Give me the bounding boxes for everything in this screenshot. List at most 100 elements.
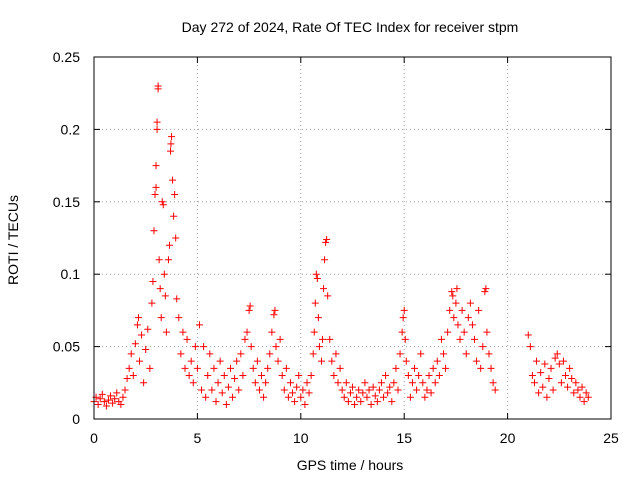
data-point [458,306,466,314]
data-point [151,191,159,199]
data-point [286,379,294,387]
data-point [260,393,268,401]
data-point [169,176,177,184]
y-axis-label: ROTI / TECUs [5,195,21,285]
data-point [187,357,195,365]
data-point [549,386,557,394]
data-point [172,234,180,242]
data-point [278,372,286,380]
data-point [324,292,332,300]
data-point [375,386,383,394]
data-point [371,392,379,400]
data-point [245,306,253,314]
data-point [183,335,191,343]
data-point [218,389,226,397]
y-tick-label: 0.25 [53,49,80,65]
data-point [541,360,549,368]
data-point [226,364,234,372]
data-point [249,364,257,372]
data-point [562,372,570,380]
data-point [462,350,470,358]
data-point [539,383,547,391]
data-point [386,383,394,391]
data-point [293,383,301,391]
data-point [471,335,479,343]
data-point [485,350,493,358]
data-point [224,383,232,391]
data-point [152,183,160,191]
data-point [533,357,541,365]
data-point [431,379,439,387]
data-point [367,401,375,409]
data-point [264,364,272,372]
data-point [401,335,409,343]
data-point [330,372,338,380]
data-point [435,372,443,380]
data-point [545,374,553,382]
data-point [323,235,331,243]
y-tick-labels: 0 0.05 0.1 0.15 0.2 0.25 [53,49,80,427]
data-point [449,292,457,300]
data-point [446,306,454,314]
data-point [361,379,369,387]
data-point [307,372,315,380]
data-point [102,402,110,410]
data-point [481,288,489,296]
data-point [390,379,398,387]
data-point [119,393,127,401]
data-point [125,364,133,372]
data-point [559,357,567,365]
data-point [425,372,433,380]
data-point [380,393,388,401]
x-tick-label: 15 [396,430,412,446]
data-point [357,398,365,406]
data-point [421,393,429,401]
data-point [167,140,175,148]
data-point [402,357,410,365]
data-point [413,386,421,394]
data-point [473,357,481,365]
data-point [243,328,251,336]
x-tick-label: 10 [293,430,309,446]
data-point [388,398,396,406]
data-point [198,386,206,394]
data-point [322,238,330,246]
data-point [276,335,284,343]
data-point [173,295,181,303]
data-point [312,270,320,278]
data-point [214,379,222,387]
y-tick-label: 0 [72,411,80,427]
data-point [382,372,390,380]
data-point [423,386,431,394]
data-point [400,306,408,314]
data-point [181,364,189,372]
data-point [394,386,402,394]
data-point [555,360,563,368]
data-point [576,393,584,401]
data-point [149,277,157,285]
data-point [321,256,329,264]
data-point [272,343,280,351]
data-point [100,398,108,406]
data-point [468,321,476,329]
data-point [365,386,373,394]
data-point [284,393,292,401]
data-point [489,379,497,387]
data-point [328,357,336,365]
data-point [453,285,461,293]
data-point [113,389,121,397]
data-point [131,340,139,348]
data-point [320,285,328,293]
data-point [206,350,214,358]
y-tick-label: 0.2 [61,121,81,137]
data-point [255,386,263,394]
data-point [392,364,400,372]
data-point [315,343,323,351]
data-point [309,350,317,358]
data-point [222,401,230,409]
data-point [342,379,350,387]
data-point [568,374,576,382]
data-point [439,350,447,358]
data-point [280,386,288,394]
